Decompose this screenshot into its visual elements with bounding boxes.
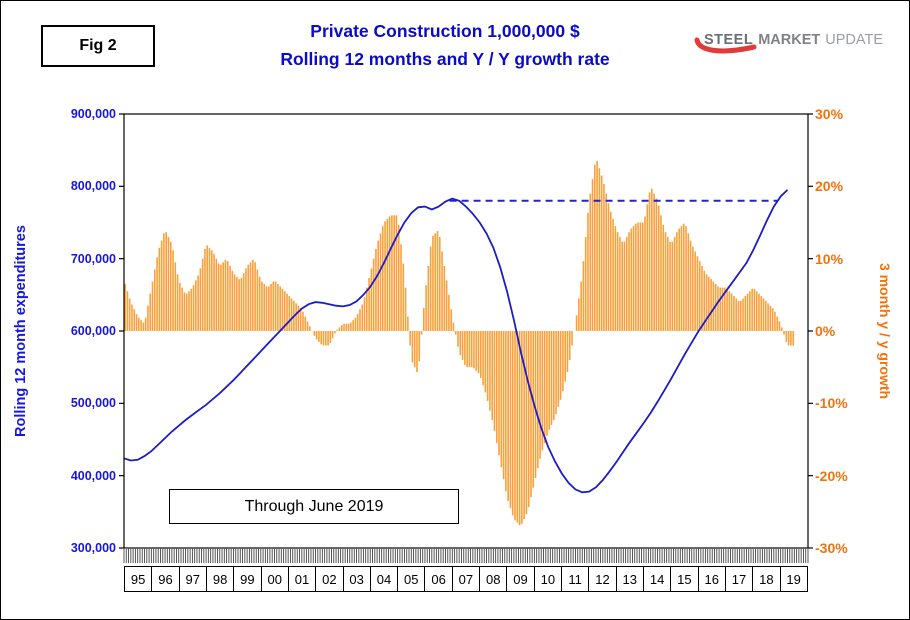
right-axis-tick-label: 10% (815, 250, 844, 267)
x-axis-year-label: 17 (724, 566, 754, 592)
x-axis-year-label: 08 (479, 566, 508, 592)
right-axis-tick-label: 20% (815, 178, 844, 195)
fig-label: Fig 2 (79, 37, 117, 54)
x-axis-year-label: 10 (533, 566, 562, 592)
chart-title-line1: Private Construction 1,000,000 $ (310, 21, 580, 41)
x-axis-year-label: 06 (424, 566, 453, 592)
x-axis-year-label: 03 (342, 566, 371, 592)
left-axis-tick-label: 900,000 (70, 107, 116, 121)
x-axis-year-label: 19 (779, 566, 808, 592)
x-axis-year-label: 01 (287, 566, 317, 592)
x-axis-year-label: 02 (315, 566, 344, 592)
annotation-box: Through June 2019 (169, 489, 459, 524)
x-axis-year-label: 05 (397, 566, 426, 592)
x-axis-year-label: 96 (151, 566, 180, 592)
x-axis-year-label: 16 (697, 566, 726, 592)
logo-swoosh-icon (694, 37, 757, 54)
right-axis-tick-label: 30% (815, 106, 844, 122)
plot-border (123, 113, 809, 549)
axis-tick-marks (119, 113, 813, 549)
logo-word-update: UPDATE (825, 32, 883, 48)
right-axis-tick-label: -30% (815, 540, 848, 556)
right-axis-title: 3 month y / y growth (877, 262, 893, 400)
x-axis-year-label: 13 (615, 566, 644, 592)
x-axis-year-label: 04 (369, 566, 399, 592)
x-axis-year-label: 99 (233, 566, 262, 592)
monthly-tick-band (123, 549, 809, 563)
x-axis-year-row: 95 96 97 98 99 00 01 02 03 04 05 06 07 08 09 10 11 12 13 14… (124, 566, 808, 592)
chart-title: Private Construction 1,000,000 $ Rolling… (176, 17, 714, 73)
logo-steel-wrap: STEEL (694, 31, 757, 54)
right-axis-tick-label: 0% (815, 323, 836, 339)
left-axis-tick-label: 600,000 (70, 324, 116, 338)
fig-label-box: Fig 2 (41, 25, 155, 67)
x-axis-year-label: 18 (752, 566, 781, 592)
x-axis-year-label: 14 (642, 566, 672, 592)
growth-bars (124, 161, 794, 526)
right-axis-tick-label: -10% (815, 395, 848, 412)
right-axis-tick-label: -20% (815, 467, 848, 484)
x-axis-year-label: 11 (561, 566, 590, 592)
left-axis-title: Rolling 12 month expenditures (13, 225, 29, 437)
x-axis-year-label: 95 (124, 566, 153, 592)
left-axis-tick-label: 300,000 (70, 541, 116, 555)
x-axis-year-label: 98 (205, 566, 235, 592)
x-axis-year-label: 15 (670, 566, 699, 592)
logo-word-market: MARKET (758, 32, 821, 48)
x-axis-year-label: 00 (260, 566, 289, 592)
expenditures-line (123, 189, 789, 494)
x-axis-year-label: 97 (178, 566, 207, 592)
chart-title-line2: Rolling 12 months and Y / Y growth rate (280, 49, 610, 69)
x-axis-year-label: 12 (588, 566, 617, 592)
left-axis-tick-label: 800,000 (70, 179, 116, 194)
left-axis-tick-label: 400,000 (70, 468, 116, 483)
logo-word-steel: STEEL (703, 32, 754, 48)
smu-logo: STEEL MARKET UPDATE (694, 31, 883, 54)
annotation-text: Through June 2019 (244, 497, 384, 515)
left-axis-tick-label: 500,000 (70, 396, 116, 411)
x-axis-year-label: 07 (451, 566, 481, 592)
left-axis-tick-label: 700,000 (70, 251, 116, 266)
x-axis-year-label: 09 (506, 566, 535, 592)
